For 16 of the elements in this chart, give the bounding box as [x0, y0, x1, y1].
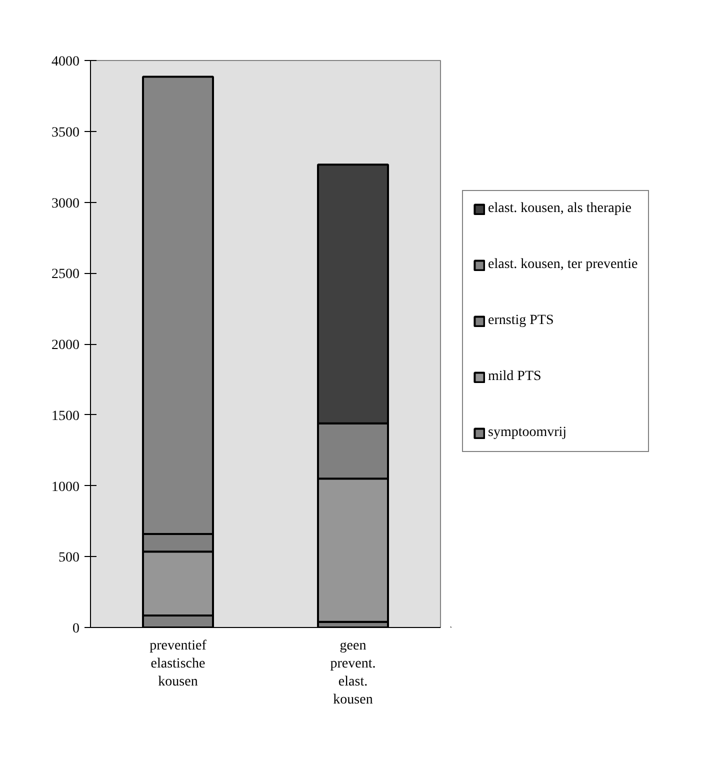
y-tick-label: 2500 [52, 267, 80, 282]
legend-label: ernstig PTS [488, 313, 554, 329]
legend-label: elast. kousen, ter preventie [488, 257, 638, 273]
y-tick-label: 3000 [52, 196, 80, 212]
y-tick-label: 2000 [52, 338, 80, 353]
x-tick-label: preventief elastische kousen [150, 638, 207, 690]
y-tick-label: 500 [58, 550, 80, 566]
y-tick-label: 1000 [52, 480, 80, 495]
y-tick-label: 3500 [52, 125, 80, 140]
legend-label: mild PTS [488, 369, 542, 385]
y-tick-label: 0 [72, 622, 80, 636]
legend-label: elast. kousen, als therapie [488, 201, 632, 217]
y-tick-label: 1500 [52, 408, 80, 424]
legend-label: symptoomvrij [488, 425, 567, 441]
x-tick-label: geen prevent. elast. kousen [330, 638, 376, 708]
y-tick-label: 4000 [52, 54, 80, 70]
